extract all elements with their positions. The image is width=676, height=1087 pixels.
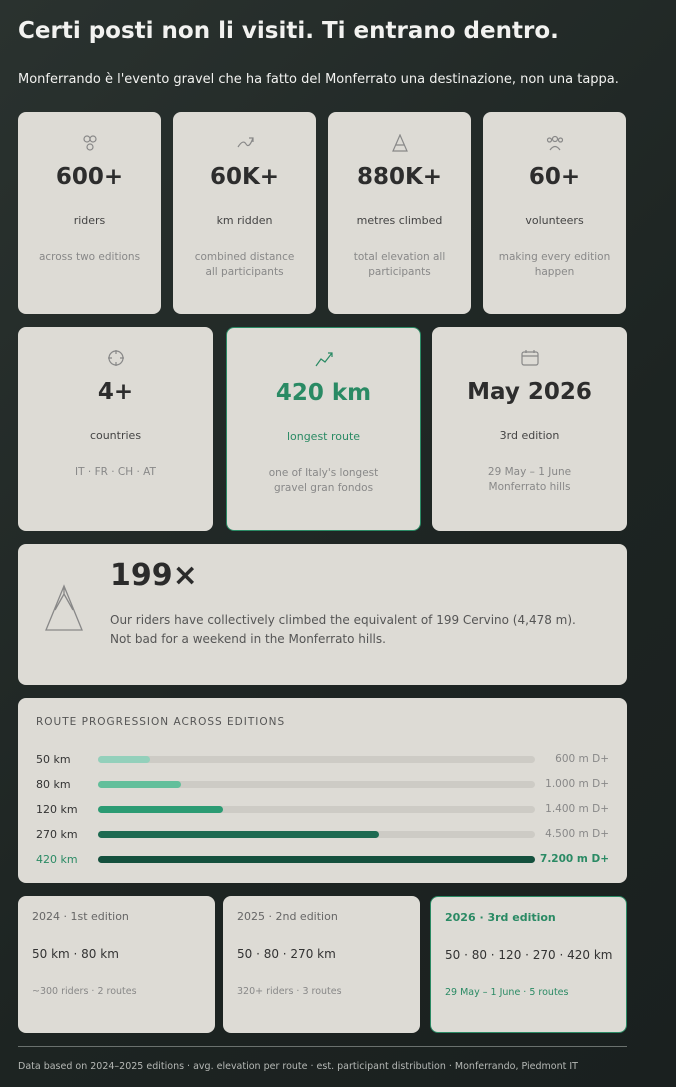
icon — [236, 137, 254, 148]
highlight-line: Not bad for a weekend in the Monferrato … — [110, 632, 386, 646]
stat-label: volunteers — [525, 214, 584, 227]
edition-card: 2025 · 2nd edition 50 · 80 · 270 km 320+ r… — [223, 896, 420, 1033]
icon — [546, 135, 563, 151]
mountain-icon — [45, 584, 83, 631]
edition-routes: 50 km · 80 km — [32, 947, 119, 961]
route-elevation: 4.500 m D+ — [545, 828, 609, 840]
edition-meta: 320+ riders · 3 routes — [237, 986, 342, 997]
stat-label: metres climbed — [356, 214, 443, 227]
stat-icon — [546, 134, 564, 152]
icon — [107, 350, 124, 366]
bar — [98, 756, 151, 763]
route-elevation: 1.000 m D+ — [545, 778, 609, 790]
highlight-card: 199× Our riders have collectively climbe… — [18, 544, 627, 685]
bar-track — [98, 806, 535, 813]
stat-desc: 29 May – 1 June Monferrato hills — [487, 466, 572, 493]
stat-card: 60+ volunteers making every edition happen — [483, 112, 626, 314]
stat-card: 880K+ metres climbed total elevation all p… — [328, 112, 471, 314]
stat-card: 60K+ km ridden combined distance all parti… — [173, 112, 316, 314]
subtitle: Monferrando è l'evento gravel che ha fat… — [18, 72, 619, 87]
route-label: 420 km — [36, 853, 78, 866]
icon — [315, 352, 333, 367]
bar — [98, 831, 379, 838]
stat-icon — [391, 133, 409, 152]
stat-label: 3rd edition — [499, 429, 560, 442]
highlight-line: Our riders have collectively climbed the… — [110, 613, 576, 627]
route-label: 120 km — [36, 803, 78, 816]
stat-desc: one of Italy's longest gravel gran fondo… — [268, 467, 379, 494]
stat-desc: total elevation all participants — [353, 251, 446, 278]
stat-icon — [315, 350, 333, 368]
icon — [391, 133, 408, 152]
bar — [98, 806, 223, 813]
stat-card: 600+ riders across two editions — [18, 112, 161, 314]
edition-title: 2025 · 2nd edition — [237, 910, 338, 923]
bar — [98, 781, 182, 788]
stat-value: 60K+ — [209, 164, 280, 190]
stat-icon — [520, 349, 539, 367]
edition-meta: 29 May – 1 June · 5 routes — [445, 987, 569, 998]
edition-routes: 50 · 80 · 120 · 270 · 420 km — [445, 948, 613, 962]
stat-desc: combined distance all participants — [194, 251, 295, 278]
bar — [98, 856, 535, 863]
stat-card: 420 km longest route one of Italy's longes… — [226, 327, 421, 531]
stat-value: 880K+ — [356, 164, 443, 190]
icon — [82, 135, 97, 151]
stat-icon — [81, 134, 99, 152]
stat-desc: making every edition happen — [498, 251, 611, 278]
stat-value: 420 km — [275, 380, 372, 406]
edition-title: 2026 · 3rd edition — [445, 911, 556, 924]
stat-value: 4+ — [97, 379, 134, 405]
route-elevation: 1.400 m D+ — [545, 803, 609, 815]
edition-card: 2026 · 3rd edition 50 · 80 · 120 · 270 · … — [430, 896, 627, 1033]
divider — [18, 1046, 627, 1047]
stat-desc: across two editions — [38, 251, 141, 263]
stat-label: longest route — [286, 430, 361, 443]
edition-routes: 50 · 80 · 270 km — [237, 947, 336, 961]
stat-value: 60+ — [528, 164, 581, 190]
stat-label: km ridden — [216, 214, 273, 227]
icon — [520, 350, 539, 366]
footer: Data based on 2024–2025 editions · avg. … — [18, 1061, 578, 1072]
edition-meta: ~300 riders · 2 routes — [32, 986, 137, 997]
stat-card: May 2026 3rd edition 29 May – 1 June Monfe… — [432, 327, 627, 531]
route-elevation: 600 m D+ — [555, 753, 609, 765]
stat-label: countries — [89, 429, 142, 442]
stat-icon — [236, 134, 254, 152]
routes-title: ROUTE PROGRESSION ACROSS EDITIONS — [36, 716, 286, 728]
stat-value: May 2026 — [467, 379, 592, 405]
route-label: 50 km — [36, 753, 71, 766]
stat-desc: IT · FR · CH · AT — [75, 466, 156, 478]
stat-card: 4+ countries IT · FR · CH · AT — [18, 327, 213, 531]
stat-icon — [107, 349, 125, 367]
route-label: 270 km — [36, 828, 78, 841]
routes-card: ROUTE PROGRESSION ACROSS EDITIONS 50 km 6… — [18, 698, 627, 883]
route-elevation: 7.200 m D+ — [540, 853, 609, 865]
stat-value: 600+ — [55, 164, 124, 190]
bar-track — [98, 781, 535, 788]
title: Certi posti non li visiti. Ti entrano de… — [18, 18, 559, 44]
edition-card: 2024 · 1st edition 50 km · 80 km ~300 ride… — [18, 896, 215, 1033]
stat-label: riders — [73, 214, 106, 227]
bar-track — [98, 756, 535, 763]
route-label: 80 km — [36, 778, 71, 791]
highlight-value: 199× — [110, 558, 198, 593]
edition-title: 2024 · 1st edition — [32, 910, 129, 923]
